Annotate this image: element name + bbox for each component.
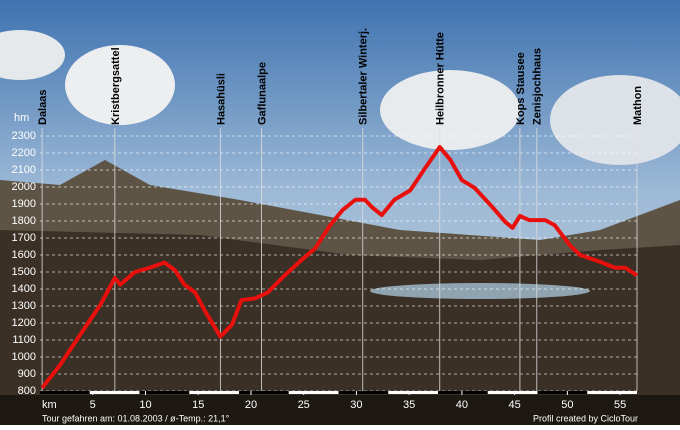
footer-band — [0, 395, 680, 425]
cloud — [65, 45, 175, 125]
y-tick-label: 1300 — [12, 300, 36, 312]
x-tick-label: 20 — [245, 399, 257, 411]
y-tick-label: 1700 — [12, 232, 36, 244]
y-tick-label: 2300 — [12, 130, 36, 142]
waypoint-label: Silbertaler Winterj. — [358, 28, 370, 125]
axis-segment — [487, 391, 538, 394]
footer-right: Profil created by CicloTour — [533, 413, 638, 423]
y-tick-label: 2200 — [12, 147, 36, 159]
cloud — [550, 75, 680, 165]
axis-segment — [139, 391, 190, 394]
y-tick-label: 1400 — [12, 283, 36, 295]
y-tick-label: 1900 — [12, 198, 36, 210]
axis-segment — [89, 391, 140, 394]
axis-segment — [288, 391, 339, 394]
footer-left: Tour gefahren am: 01.08.2003 / ø-Temp.: … — [42, 413, 230, 423]
y-tick-label: 1200 — [12, 317, 36, 329]
x-label: km — [42, 399, 57, 411]
axis-segment — [537, 391, 588, 394]
waypoint-label: Hasahüsli — [215, 73, 227, 125]
x-tick-label: 45 — [509, 399, 521, 411]
cloud — [0, 30, 65, 80]
axis-segment — [388, 391, 438, 394]
y-tick-label: 1000 — [12, 351, 36, 363]
valley — [0, 230, 680, 425]
lake — [370, 283, 590, 299]
waypoint-label: Zenisjochhaus — [532, 48, 544, 125]
axis-segment — [189, 391, 239, 394]
x-tick-label: 35 — [403, 399, 415, 411]
waypoint-label: Kops Stausee — [515, 52, 527, 125]
y-tick-label: 1100 — [12, 334, 36, 346]
x-tick-label: 30 — [350, 399, 362, 411]
x-tick-label: 25 — [298, 399, 310, 411]
y-unit: hm — [14, 112, 29, 124]
x-tick-label: 15 — [192, 399, 204, 411]
y-tick-label: 1600 — [12, 249, 36, 261]
axis-segment — [438, 391, 488, 394]
y-tick-label: 900 — [18, 368, 36, 380]
elevation-line — [40, 145, 639, 390]
x-tick-label: 5 — [90, 399, 96, 411]
y-tick-label: 1800 — [12, 215, 36, 227]
y-tick-label: 2100 — [12, 164, 36, 176]
axis-segment — [587, 391, 637, 394]
y-tick-label: 2000 — [12, 181, 36, 193]
waypoint-label: Mathon — [632, 86, 644, 125]
y-tick-label: 800 — [18, 385, 36, 397]
waypoint-label: Dalaas — [37, 90, 49, 125]
y-tick-label: 1500 — [12, 266, 36, 278]
x-tick-label: 10 — [139, 399, 151, 411]
axis-segment — [239, 391, 289, 394]
waypoint-label: Gaflunaalpe — [256, 62, 268, 125]
cloud — [380, 70, 520, 150]
x-tick-label: 40 — [456, 399, 468, 411]
waypoint-label: Kristbergsattel — [110, 47, 122, 125]
axis-segment — [338, 391, 389, 394]
axis-segment — [40, 391, 90, 394]
x-tick-label: 55 — [614, 399, 626, 411]
waypoint-label: Heilbronner Hütte — [435, 32, 447, 125]
x-tick-label: 50 — [561, 399, 573, 411]
